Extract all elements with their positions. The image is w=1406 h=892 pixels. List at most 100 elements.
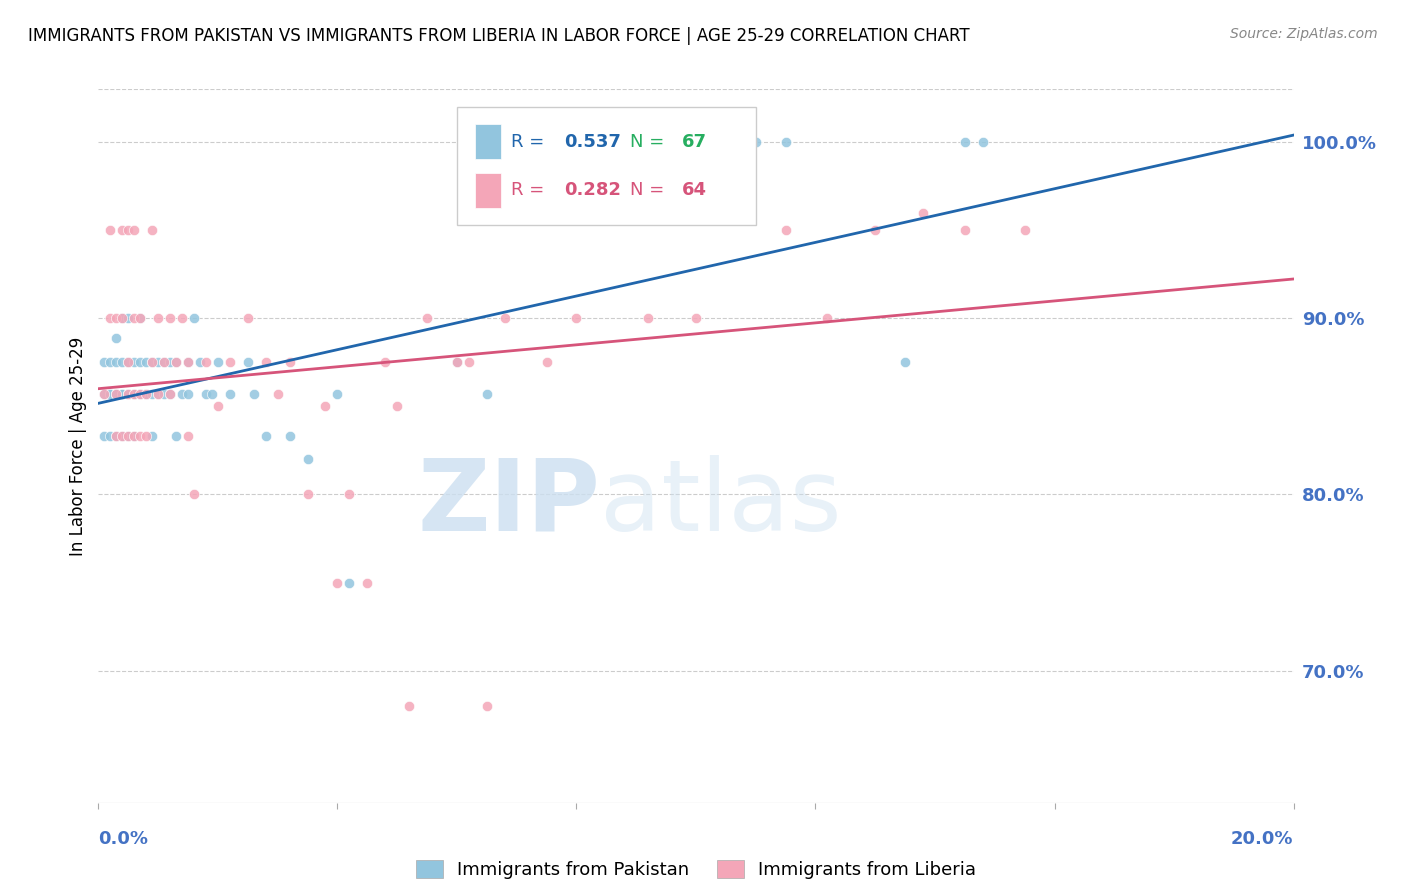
Point bbox=[141, 429, 163, 443]
Point bbox=[267, 387, 290, 401]
Point bbox=[165, 355, 187, 369]
Text: Source: ZipAtlas.com: Source: ZipAtlas.com bbox=[1230, 27, 1378, 41]
Point bbox=[124, 355, 146, 369]
Point bbox=[219, 355, 242, 369]
Point bbox=[93, 429, 115, 443]
Point bbox=[105, 387, 128, 401]
Legend: Immigrants from Pakistan, Immigrants from Liberia: Immigrants from Pakistan, Immigrants fro… bbox=[409, 853, 983, 887]
Point bbox=[912, 205, 935, 219]
Point bbox=[124, 387, 146, 401]
Point bbox=[100, 387, 122, 401]
Point bbox=[177, 429, 200, 443]
Point bbox=[100, 387, 122, 401]
Point bbox=[111, 429, 134, 443]
Text: 67: 67 bbox=[682, 133, 707, 151]
Point bbox=[135, 387, 157, 401]
Text: 64: 64 bbox=[682, 181, 707, 199]
Point bbox=[129, 355, 152, 369]
Point bbox=[326, 387, 349, 401]
Point bbox=[894, 355, 917, 369]
Point bbox=[93, 387, 115, 401]
Point bbox=[148, 387, 170, 401]
Text: atlas: atlas bbox=[600, 455, 842, 551]
Text: 0.537: 0.537 bbox=[565, 133, 621, 151]
Point bbox=[117, 355, 139, 369]
Point bbox=[141, 355, 163, 369]
Point bbox=[775, 135, 797, 149]
Point bbox=[153, 355, 176, 369]
Point bbox=[148, 311, 170, 326]
Point bbox=[339, 575, 360, 590]
Text: 0.282: 0.282 bbox=[565, 181, 621, 199]
Point bbox=[183, 487, 205, 501]
Point bbox=[254, 355, 277, 369]
Point bbox=[315, 400, 337, 414]
FancyBboxPatch shape bbox=[475, 124, 501, 160]
Point bbox=[135, 387, 157, 401]
Point bbox=[243, 387, 266, 401]
Point bbox=[117, 223, 139, 237]
Point bbox=[865, 223, 887, 237]
Point bbox=[637, 311, 659, 326]
Point bbox=[416, 311, 439, 326]
Point bbox=[165, 429, 187, 443]
Point bbox=[117, 429, 139, 443]
Point bbox=[129, 387, 152, 401]
Point bbox=[207, 355, 229, 369]
Point bbox=[339, 487, 360, 501]
Point bbox=[183, 311, 205, 326]
Text: R =: R = bbox=[510, 133, 550, 151]
Point bbox=[953, 135, 976, 149]
Point bbox=[356, 575, 378, 590]
Point bbox=[111, 387, 134, 401]
Point bbox=[111, 311, 134, 326]
Point bbox=[129, 387, 152, 401]
Point bbox=[219, 387, 242, 401]
Point bbox=[148, 387, 170, 401]
Point bbox=[105, 387, 128, 401]
Point bbox=[111, 355, 134, 369]
Point bbox=[446, 355, 468, 369]
FancyBboxPatch shape bbox=[457, 107, 756, 225]
Point bbox=[100, 355, 122, 369]
Point bbox=[117, 387, 139, 401]
Point bbox=[124, 429, 146, 443]
Point bbox=[177, 387, 200, 401]
Point bbox=[135, 355, 157, 369]
Point bbox=[236, 311, 259, 326]
Point bbox=[398, 698, 420, 713]
Point bbox=[105, 355, 128, 369]
Point bbox=[195, 387, 218, 401]
Point bbox=[188, 355, 211, 369]
Point bbox=[117, 311, 139, 326]
Point bbox=[105, 429, 128, 443]
Point bbox=[124, 429, 146, 443]
Text: IMMIGRANTS FROM PAKISTAN VS IMMIGRANTS FROM LIBERIA IN LABOR FORCE | AGE 25-29 C: IMMIGRANTS FROM PAKISTAN VS IMMIGRANTS F… bbox=[28, 27, 970, 45]
Point bbox=[278, 429, 301, 443]
Point bbox=[153, 355, 176, 369]
Point bbox=[105, 311, 128, 326]
Point bbox=[297, 487, 319, 501]
Point bbox=[135, 429, 157, 443]
Point bbox=[129, 311, 152, 326]
Point bbox=[159, 387, 181, 401]
Text: N =: N = bbox=[630, 133, 671, 151]
Point bbox=[124, 387, 146, 401]
Point bbox=[105, 387, 128, 401]
Point bbox=[446, 355, 468, 369]
Text: 0.0%: 0.0% bbox=[98, 830, 149, 847]
Point bbox=[236, 355, 259, 369]
Point bbox=[105, 429, 128, 443]
Point bbox=[953, 223, 976, 237]
Point bbox=[129, 311, 152, 326]
Point bbox=[100, 311, 122, 326]
Point bbox=[141, 387, 163, 401]
Point bbox=[135, 387, 157, 401]
Point bbox=[100, 223, 122, 237]
Point bbox=[536, 355, 558, 369]
Point bbox=[494, 311, 516, 326]
FancyBboxPatch shape bbox=[475, 172, 501, 208]
Point bbox=[385, 400, 409, 414]
Point bbox=[685, 311, 707, 326]
Point bbox=[745, 135, 768, 149]
